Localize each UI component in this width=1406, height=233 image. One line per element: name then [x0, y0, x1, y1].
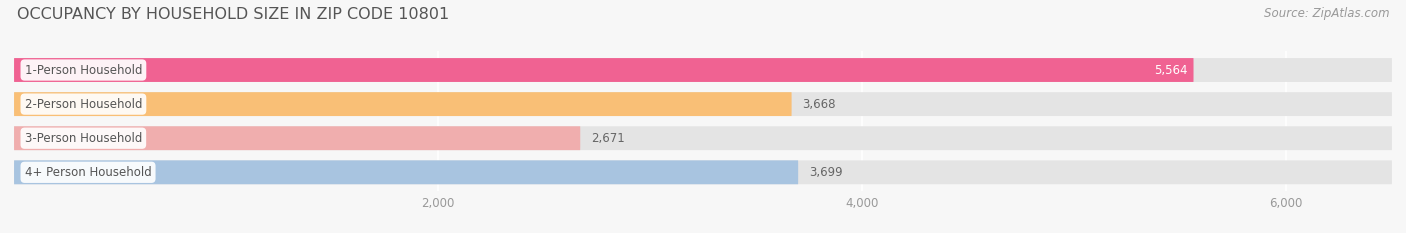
- FancyBboxPatch shape: [14, 58, 1194, 82]
- Text: Source: ZipAtlas.com: Source: ZipAtlas.com: [1264, 7, 1389, 20]
- Text: 5,564: 5,564: [1154, 64, 1187, 76]
- Text: 2-Person Household: 2-Person Household: [25, 98, 142, 111]
- FancyBboxPatch shape: [14, 126, 1392, 150]
- FancyBboxPatch shape: [14, 160, 1392, 184]
- FancyBboxPatch shape: [14, 58, 1392, 82]
- FancyBboxPatch shape: [14, 92, 1392, 116]
- Text: 2,671: 2,671: [591, 132, 624, 145]
- FancyBboxPatch shape: [14, 160, 799, 184]
- FancyBboxPatch shape: [14, 92, 792, 116]
- Text: OCCUPANCY BY HOUSEHOLD SIZE IN ZIP CODE 10801: OCCUPANCY BY HOUSEHOLD SIZE IN ZIP CODE …: [17, 7, 449, 22]
- Text: 4+ Person Household: 4+ Person Household: [25, 166, 152, 179]
- Text: 3,699: 3,699: [808, 166, 842, 179]
- Text: 3-Person Household: 3-Person Household: [25, 132, 142, 145]
- Text: 1-Person Household: 1-Person Household: [25, 64, 142, 76]
- FancyBboxPatch shape: [14, 126, 581, 150]
- Text: 3,668: 3,668: [803, 98, 835, 111]
